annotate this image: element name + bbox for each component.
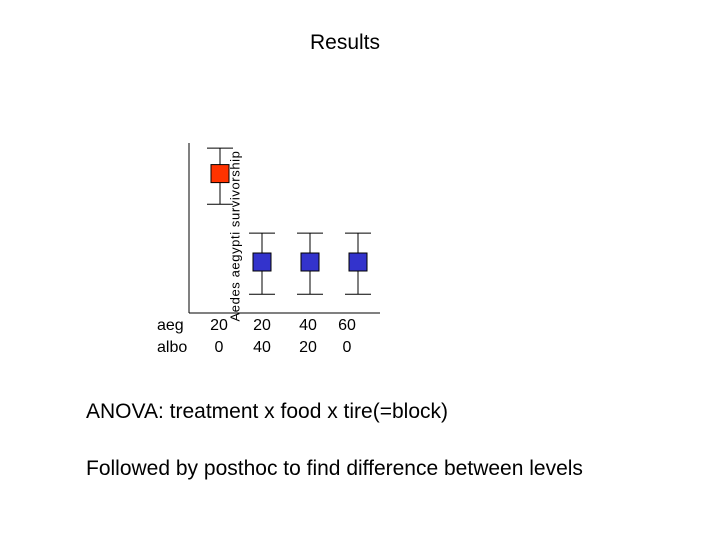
slide-title: Results [309, 31, 381, 54]
tick-albo-1: 0 [214, 339, 224, 356]
mean-marker-4 [348, 252, 368, 272]
mean-marker-3 [300, 252, 320, 272]
tick-aeg-4: 60 [338, 317, 356, 334]
anova-note: ANOVA: treatment x food x tire(=block) [86, 400, 448, 423]
row-label-albo: albo [157, 339, 188, 356]
mean-marker-2 [252, 252, 272, 272]
mean-marker-1 [210, 164, 230, 184]
tick-albo-3: 20 [299, 339, 317, 356]
row-label-aeg: aeg [157, 317, 184, 334]
tick-aeg-1: 20 [210, 317, 228, 334]
posthoc-note: Followed by posthoc to find difference b… [86, 457, 583, 480]
tick-albo-2: 40 [253, 339, 271, 356]
tick-albo-4: 0 [342, 339, 352, 356]
tick-aeg-2: 20 [253, 317, 271, 334]
tick-aeg-3: 40 [299, 317, 317, 334]
